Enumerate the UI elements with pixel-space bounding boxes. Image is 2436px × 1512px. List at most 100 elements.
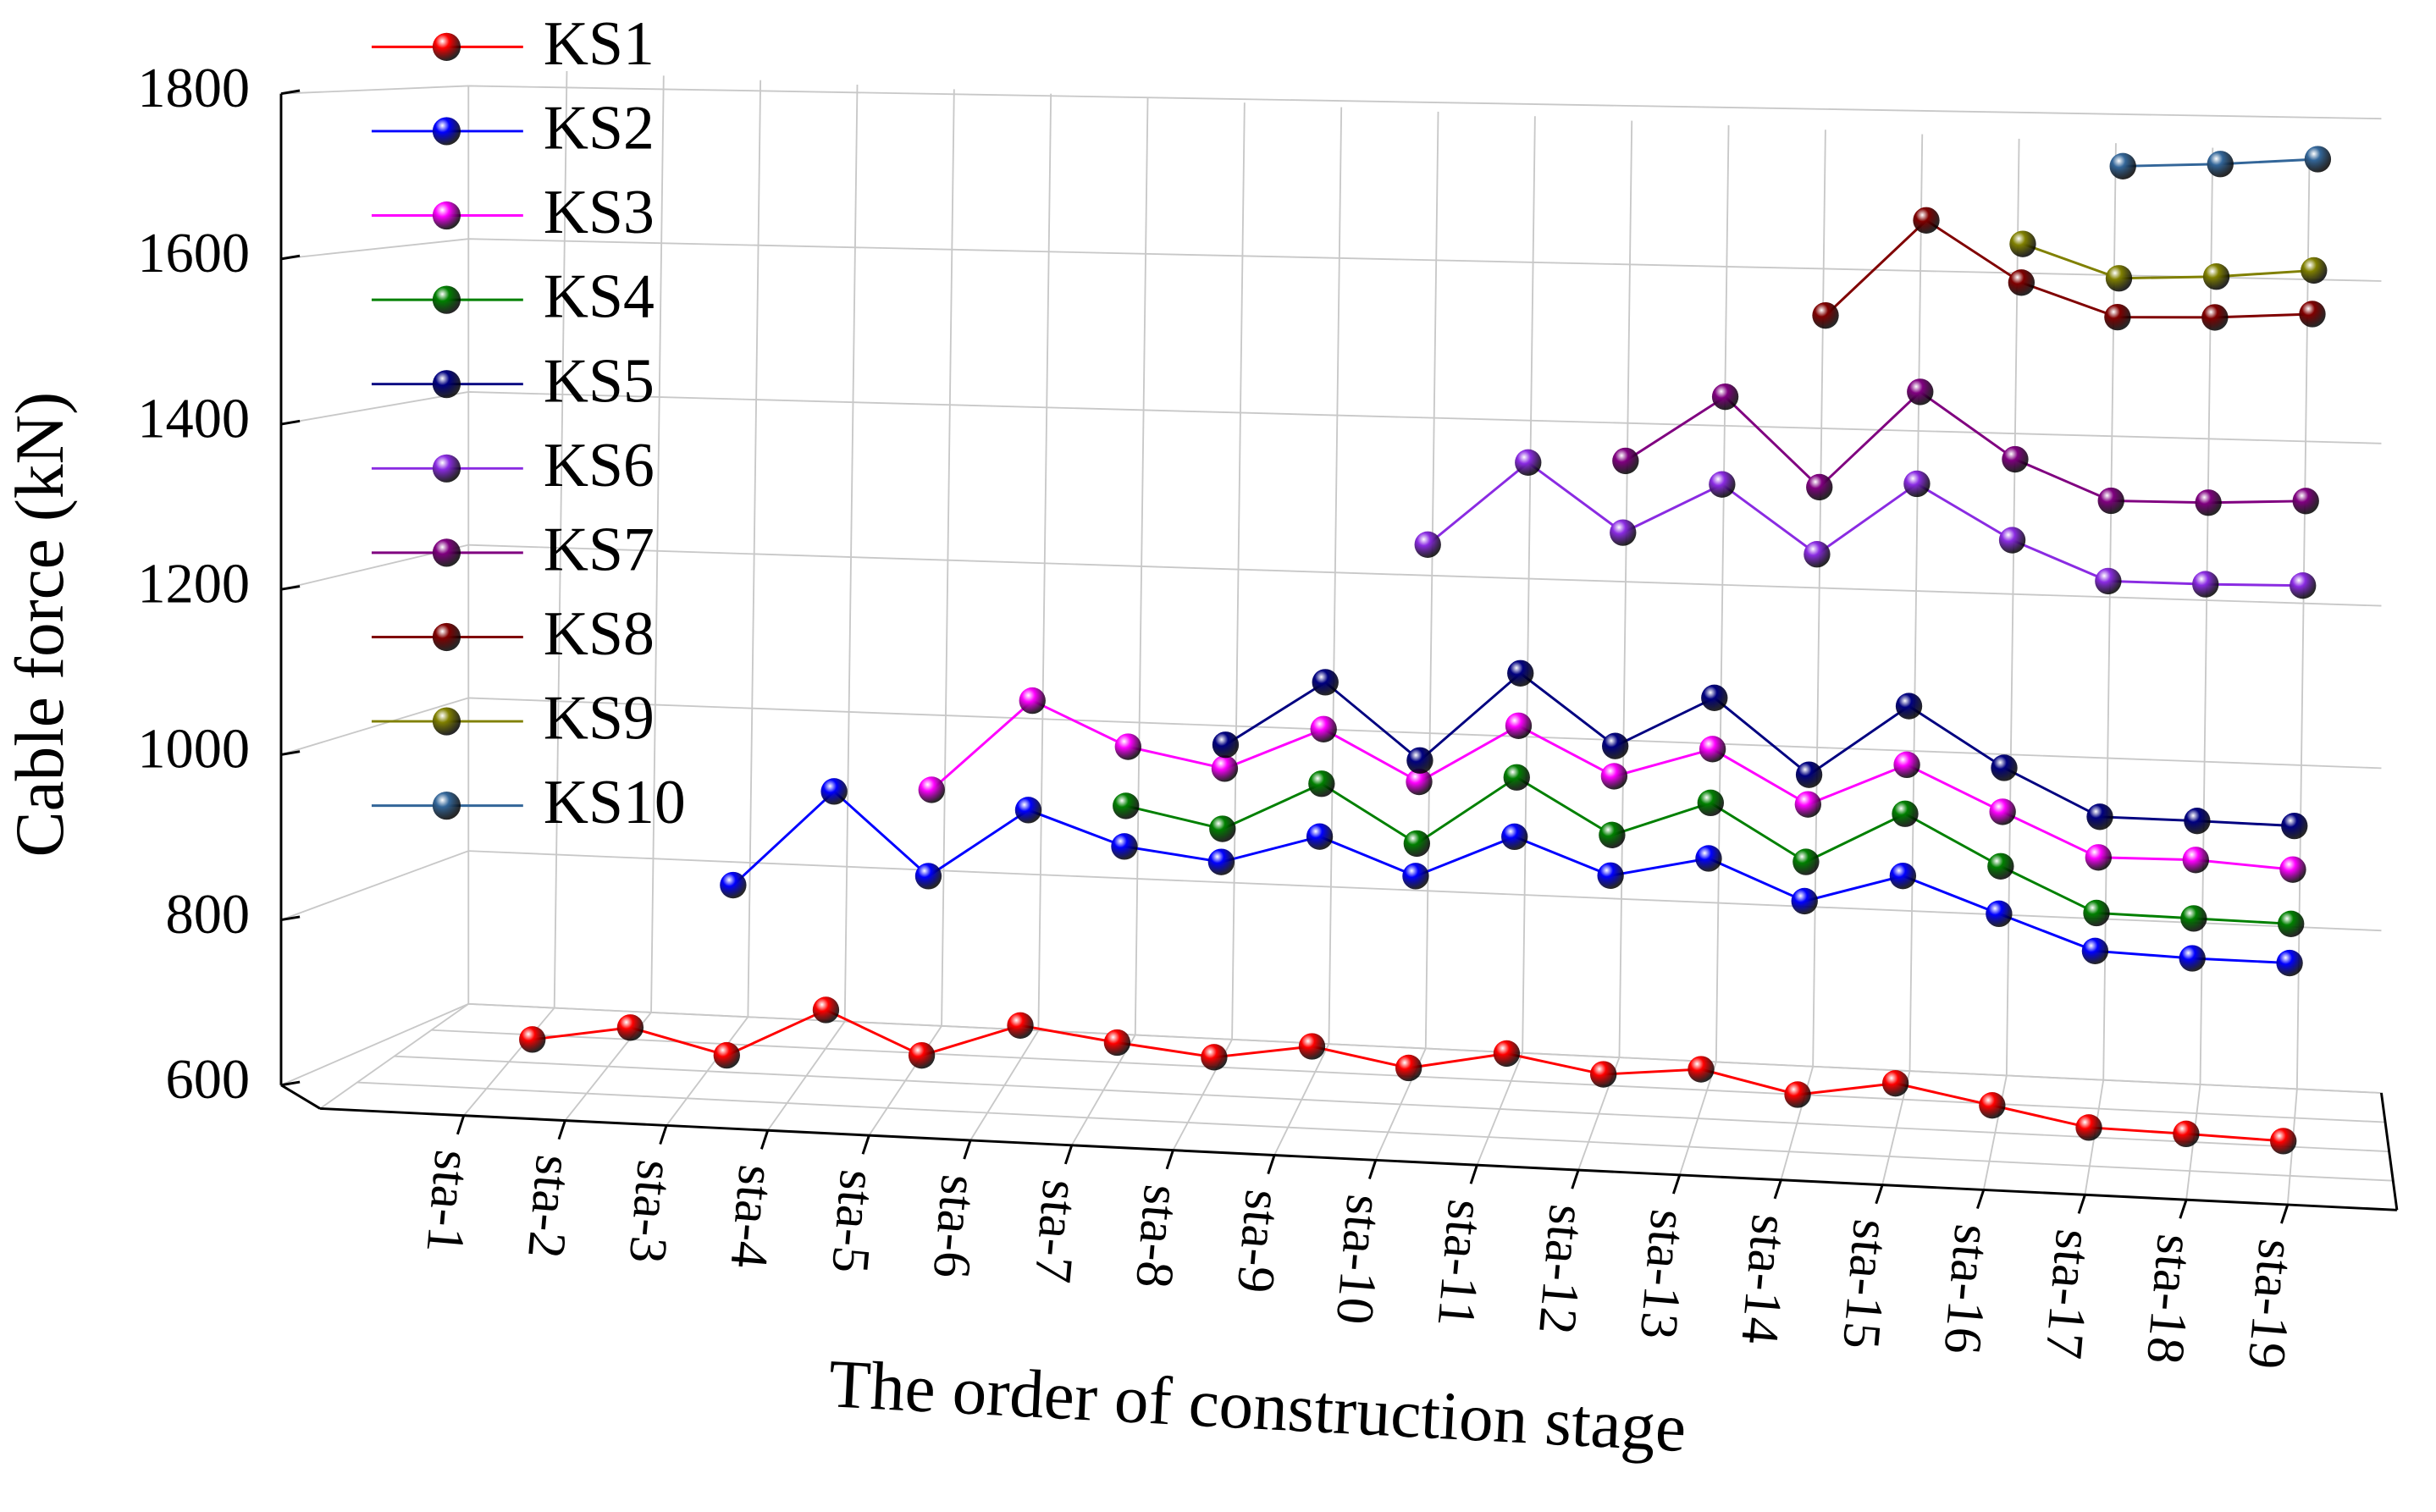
data-point (2105, 265, 2133, 292)
y-tick (280, 254, 301, 261)
data-point (2002, 445, 2029, 473)
wall-grid-line (843, 84, 859, 1022)
grid-line (280, 1002, 2382, 1094)
data-point (2281, 812, 2308, 840)
legend-label: KS1 (544, 8, 655, 78)
floor-grid-line (1476, 1052, 1523, 1166)
wall-grid-line (1908, 134, 1924, 1072)
x-tick-label: sta-17 (2034, 1227, 2104, 1361)
x-tick (963, 1140, 972, 1160)
data-point (1111, 833, 1138, 860)
y-tick-label: 1200 (137, 553, 250, 615)
y-tick-label: 800 (166, 884, 251, 946)
data-point (1881, 1070, 1909, 1097)
legend-marker (432, 792, 461, 820)
data-point (1493, 1040, 1521, 1068)
data-point (2270, 1128, 2297, 1155)
data-point (1697, 789, 1724, 817)
x-tick (1875, 1184, 1884, 1205)
data-point (1907, 378, 1934, 406)
data-point (812, 996, 840, 1024)
data-point (1589, 1061, 1617, 1088)
data-point (918, 776, 945, 803)
x-tick (1672, 1174, 1682, 1195)
data-point (1804, 541, 1831, 568)
data-point (1414, 531, 1441, 558)
series-line (1224, 671, 2295, 828)
floor-grid-line (1780, 1066, 1815, 1181)
x-tick (1976, 1189, 1986, 1210)
x-tick-label: sta-5 (820, 1167, 888, 1275)
data-point (1889, 862, 1917, 890)
data-point (1795, 761, 1823, 788)
data-point (1201, 1044, 1228, 1071)
data-point (1308, 770, 1335, 797)
data-point (820, 778, 848, 805)
data-point (616, 1014, 644, 1041)
data-point (2301, 257, 2328, 284)
y-tick-label: 600 (166, 1049, 251, 1111)
x-tick-label: sta-18 (2135, 1232, 2206, 1366)
x-tick-label: sta-2 (516, 1153, 584, 1261)
data-point (1806, 473, 1833, 501)
right-edge-line (2379, 1092, 2399, 1211)
x-tick (1773, 1179, 1782, 1200)
data-point (1209, 815, 1236, 842)
data-point (1312, 669, 1339, 696)
floor-grid-line (868, 1025, 942, 1136)
data-point (914, 863, 942, 890)
x-tick (760, 1129, 770, 1150)
data-point (1711, 383, 1739, 411)
data-point (1895, 693, 1923, 720)
wall-grid-line (553, 71, 568, 1008)
x-tick (861, 1134, 870, 1155)
legend-label: KS2 (544, 93, 655, 163)
data-point (1403, 830, 1431, 858)
data-point (2201, 304, 2229, 331)
legend-label: KS5 (544, 345, 655, 415)
data-point (1310, 715, 1337, 742)
x-tick-label: sta-14 (1730, 1212, 1800, 1347)
data-point (1298, 1033, 1326, 1060)
data-point (2095, 567, 2122, 595)
x-tick (1267, 1155, 1276, 1175)
y-tick (280, 585, 301, 591)
data-point (1784, 1081, 1811, 1108)
data-point (908, 1041, 936, 1069)
data-point (1406, 747, 1433, 774)
data-point (1709, 471, 1736, 498)
wall-grid-line (1231, 102, 1246, 1040)
wall-grid-line (2295, 152, 2311, 1090)
data-point (1612, 447, 1639, 475)
data-point (1402, 863, 1429, 890)
legend-label: KS4 (544, 262, 655, 331)
wall-grid-line (941, 89, 955, 1026)
data-point (2202, 263, 2230, 290)
data-point (1600, 763, 1628, 790)
y-tick-label: 1000 (137, 719, 250, 781)
x-tick-label: sta-12 (1527, 1202, 1598, 1337)
data-point (2276, 949, 2303, 977)
data-point (2184, 808, 2211, 835)
floor-depth-line (394, 1055, 2389, 1153)
data-point (1979, 1092, 2006, 1119)
data-point (2097, 487, 2124, 515)
data-point (1695, 845, 1722, 872)
legend-marker (432, 538, 461, 567)
series-line (2022, 242, 2314, 280)
legend-label: KS6 (544, 430, 655, 499)
series-line (1427, 461, 2303, 588)
floor-grid-line (969, 1029, 1040, 1141)
data-point (1699, 736, 1726, 763)
legend-marker (432, 454, 461, 483)
floor-grid-line (1678, 1062, 1717, 1176)
x-tick (2179, 1199, 2188, 1219)
x-tick-label: sta-19 (2237, 1237, 2307, 1371)
x-tick-label: sta-3 (618, 1158, 686, 1266)
wall-grid-line (1328, 107, 1343, 1045)
data-point (1211, 755, 1239, 782)
corner-line (280, 1084, 321, 1110)
data-point (1601, 732, 1629, 759)
wall-grid-line (747, 80, 762, 1018)
wall-grid-line (1812, 130, 1826, 1067)
